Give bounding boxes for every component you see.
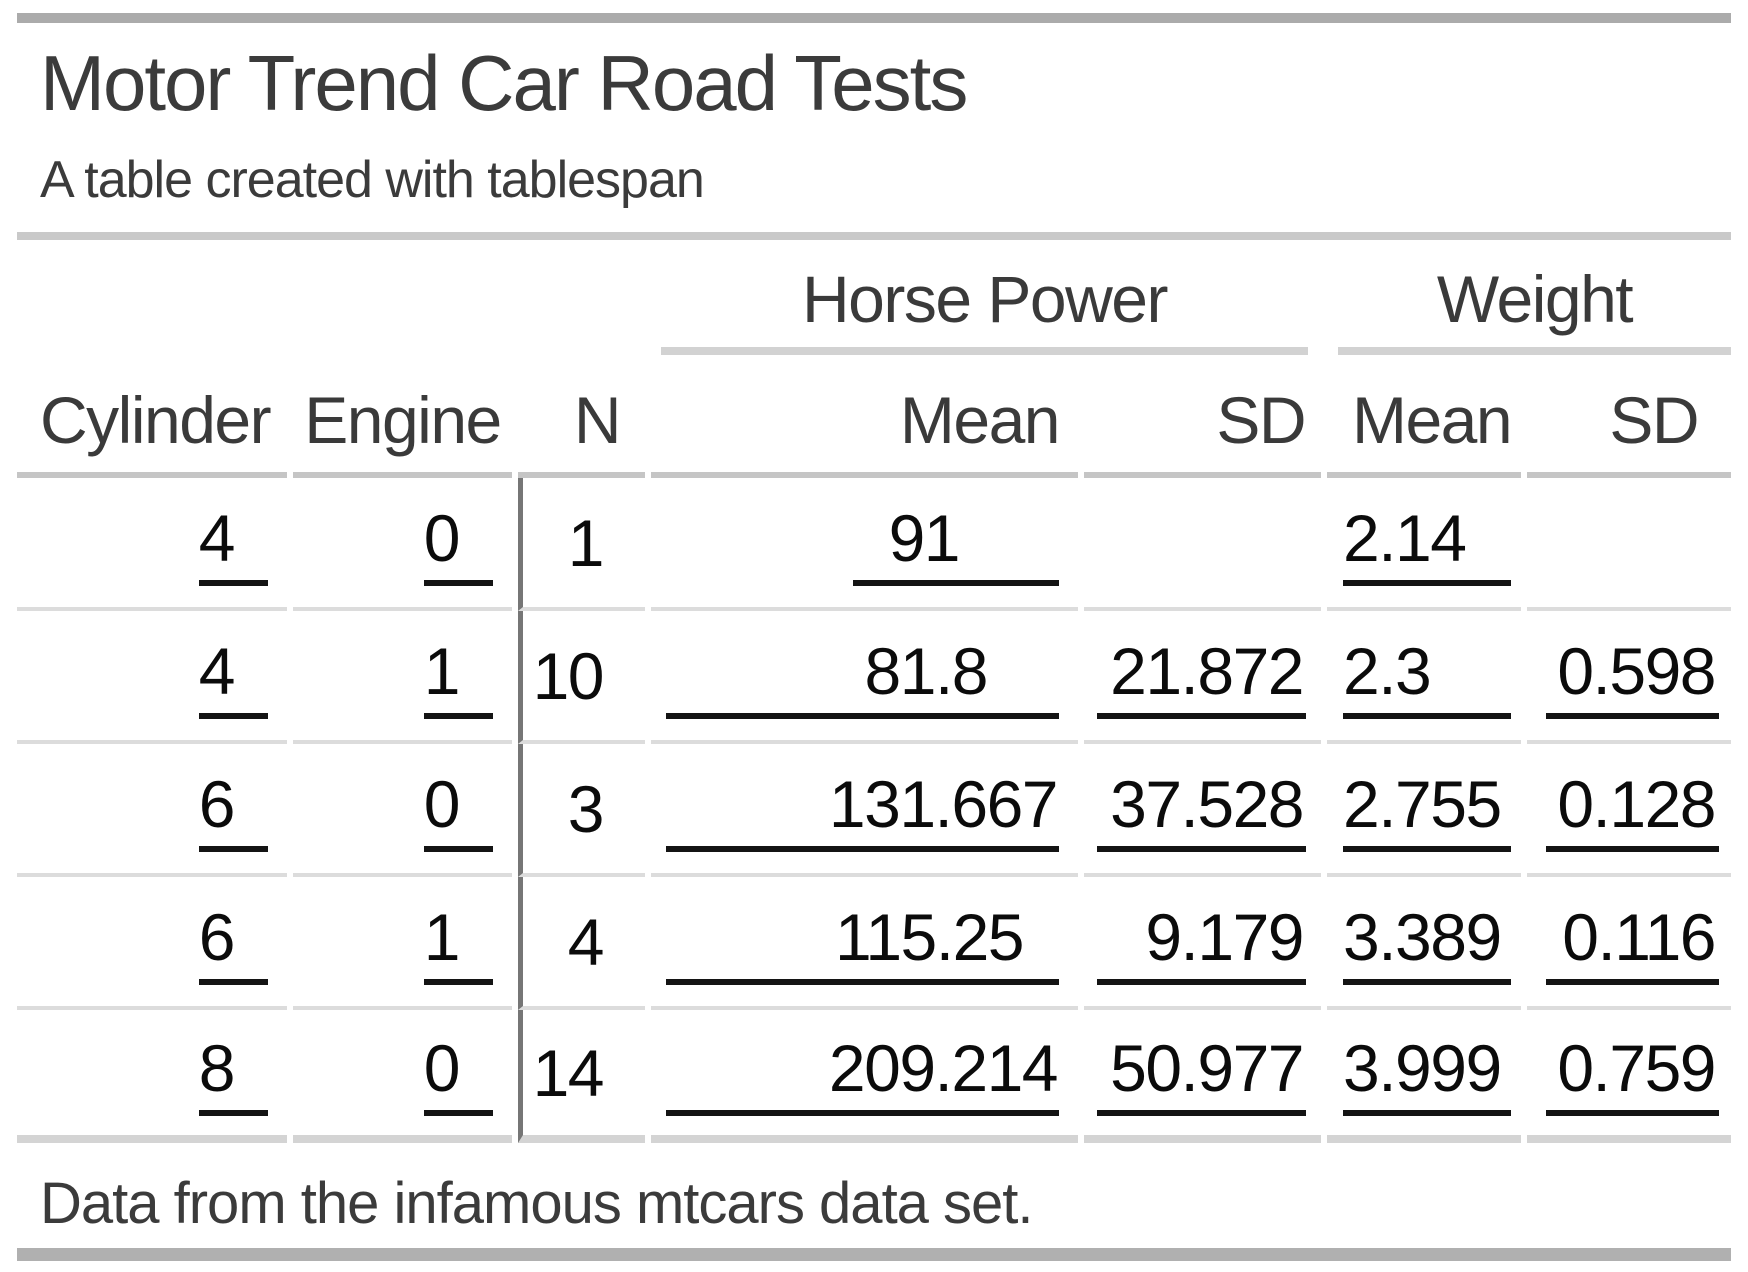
table-cell: 0 xyxy=(293,744,512,877)
table-cell: 2.14 xyxy=(1327,478,1521,611)
table-cell: 3 xyxy=(518,744,645,877)
underlined-value: 8 xyxy=(198,1030,268,1116)
underlined-value: 9.179 xyxy=(1097,899,1306,985)
underlined-value: 37.528 xyxy=(1097,766,1306,852)
table-cell: 3.999 xyxy=(1327,1010,1521,1143)
table-row: 4 0 1 91 2.14 xyxy=(17,478,1732,611)
underlined-value: 0 xyxy=(423,1030,493,1116)
underlined-value: 6 xyxy=(198,766,268,852)
table-cell: 8 xyxy=(17,1010,287,1143)
table-cell: 209.214 xyxy=(651,1010,1078,1143)
table-cell: 37.528 xyxy=(1084,744,1321,877)
table-cell: 50.977 xyxy=(1084,1010,1321,1143)
table-cell: 0.116 xyxy=(1527,877,1732,1010)
column-header-cylinder: Cylinder xyxy=(17,355,287,478)
underlined-value: 131.667 xyxy=(666,766,1059,852)
underlined-value: 1 xyxy=(423,633,493,719)
underlined-value: 91 xyxy=(853,500,1059,586)
table-title: Motor Trend Car Road Tests xyxy=(40,39,968,127)
table-cell: 9.179 xyxy=(1084,877,1321,1010)
table-cell xyxy=(1527,478,1732,611)
table-cell: 1 xyxy=(293,611,512,744)
column-header-weight-mean: Mean xyxy=(1327,355,1521,478)
table-cell: 91 xyxy=(651,478,1078,611)
table-cell: 3.389 xyxy=(1327,877,1521,1010)
underlined-value: 0.116 xyxy=(1546,899,1720,985)
column-header-engine: Engine xyxy=(293,355,512,478)
table-row: 4 1 10 81.8 21.872 2.3 0.598 xyxy=(17,611,1732,744)
table-cell: 0.598 xyxy=(1527,611,1732,744)
table-cell: 6 xyxy=(17,877,287,1010)
underlined-value: 0.759 xyxy=(1546,1030,1720,1116)
column-header-row: Cylinder Engine N Mean SD Mean SD xyxy=(17,355,1732,478)
underlined-value: 1 xyxy=(423,899,493,985)
spanner-horse-power: Horse Power xyxy=(651,240,1321,355)
underlined-value: 0.598 xyxy=(1546,633,1720,719)
underlined-value: 81.8 xyxy=(666,633,1059,719)
underlined-value: 0.128 xyxy=(1546,766,1720,852)
table-cell: 6 xyxy=(17,744,287,877)
table-cell: 0.128 xyxy=(1527,744,1732,877)
table-cell: 14 xyxy=(518,1010,645,1143)
table-cell: 4 xyxy=(17,611,287,744)
underlined-value: 2.14 xyxy=(1343,500,1511,586)
spanner-row: Horse Power Weight xyxy=(17,240,1732,355)
underlined-value: 6 xyxy=(198,899,268,985)
summary-table: Horse Power Weight Cylinder Engine N Mea… xyxy=(11,240,1737,1143)
table-cell: 2.3 xyxy=(1327,611,1521,744)
underlined-value: 4 xyxy=(198,633,268,719)
table-cell: 131.667 xyxy=(651,744,1078,877)
table-cell: 21.872 xyxy=(1084,611,1321,744)
table-cell: 1 xyxy=(293,877,512,1010)
underlined-value: 21.872 xyxy=(1097,633,1306,719)
underlined-value: 3.999 xyxy=(1343,1030,1511,1116)
table-cell: 0.759 xyxy=(1527,1010,1732,1143)
column-header-weight-sd: SD xyxy=(1527,355,1732,478)
underlined-value: 209.214 xyxy=(666,1030,1059,1116)
spanner-weight: Weight xyxy=(1327,240,1732,355)
underlined-value: 50.977 xyxy=(1097,1030,1306,1116)
table-cell: 115.25 xyxy=(651,877,1078,1010)
table-cell: 4 xyxy=(518,877,645,1010)
table-cell xyxy=(1084,478,1321,611)
table-cell: 2.755 xyxy=(1327,744,1521,877)
column-header-n: N xyxy=(518,355,645,478)
spanner-spacer xyxy=(17,240,645,355)
table-body: 4 0 1 91 2.14 4 1 10 81.8 21.872 2.3 0.598 6 0 3 131.66… xyxy=(17,478,1732,1143)
underlined-value: 115.25 xyxy=(666,899,1059,985)
column-header-hp-sd: SD xyxy=(1084,355,1321,478)
table-row: 6 0 3 131.667 37.528 2.755 0.128 xyxy=(17,744,1732,877)
bottom-border-bar xyxy=(17,1248,1731,1261)
column-header-hp-mean: Mean xyxy=(651,355,1078,478)
underlined-value: 0 xyxy=(423,500,493,586)
underlined-value: 0 xyxy=(423,766,493,852)
table-cell: 81.8 xyxy=(651,611,1078,744)
table-cell: 10 xyxy=(518,611,645,744)
underlined-value: 3.389 xyxy=(1343,899,1511,985)
table-cell: 1 xyxy=(518,478,645,611)
spanner-weight-label: Weight xyxy=(1338,240,1732,355)
spanner-horse-power-label: Horse Power xyxy=(661,240,1308,355)
underlined-value: 2.3 xyxy=(1343,633,1511,719)
table-cell: 0 xyxy=(293,1010,512,1143)
table-cell: 4 xyxy=(17,478,287,611)
table-cell: 0 xyxy=(293,478,512,611)
underlined-value: 2.755 xyxy=(1343,766,1511,852)
table-footnote: Data from the infamous mtcars data set. xyxy=(40,1171,1034,1236)
underlined-value: 4 xyxy=(198,500,268,586)
table-row: 8 0 14 209.214 50.977 3.999 0.759 xyxy=(17,1010,1732,1143)
top-border-bar xyxy=(17,13,1731,23)
header-divider-rule xyxy=(17,232,1731,240)
table-row: 6 1 4 115.25 9.179 3.389 0.116 xyxy=(17,877,1732,1010)
table-subtitle: A table created with tablespan xyxy=(40,151,705,209)
